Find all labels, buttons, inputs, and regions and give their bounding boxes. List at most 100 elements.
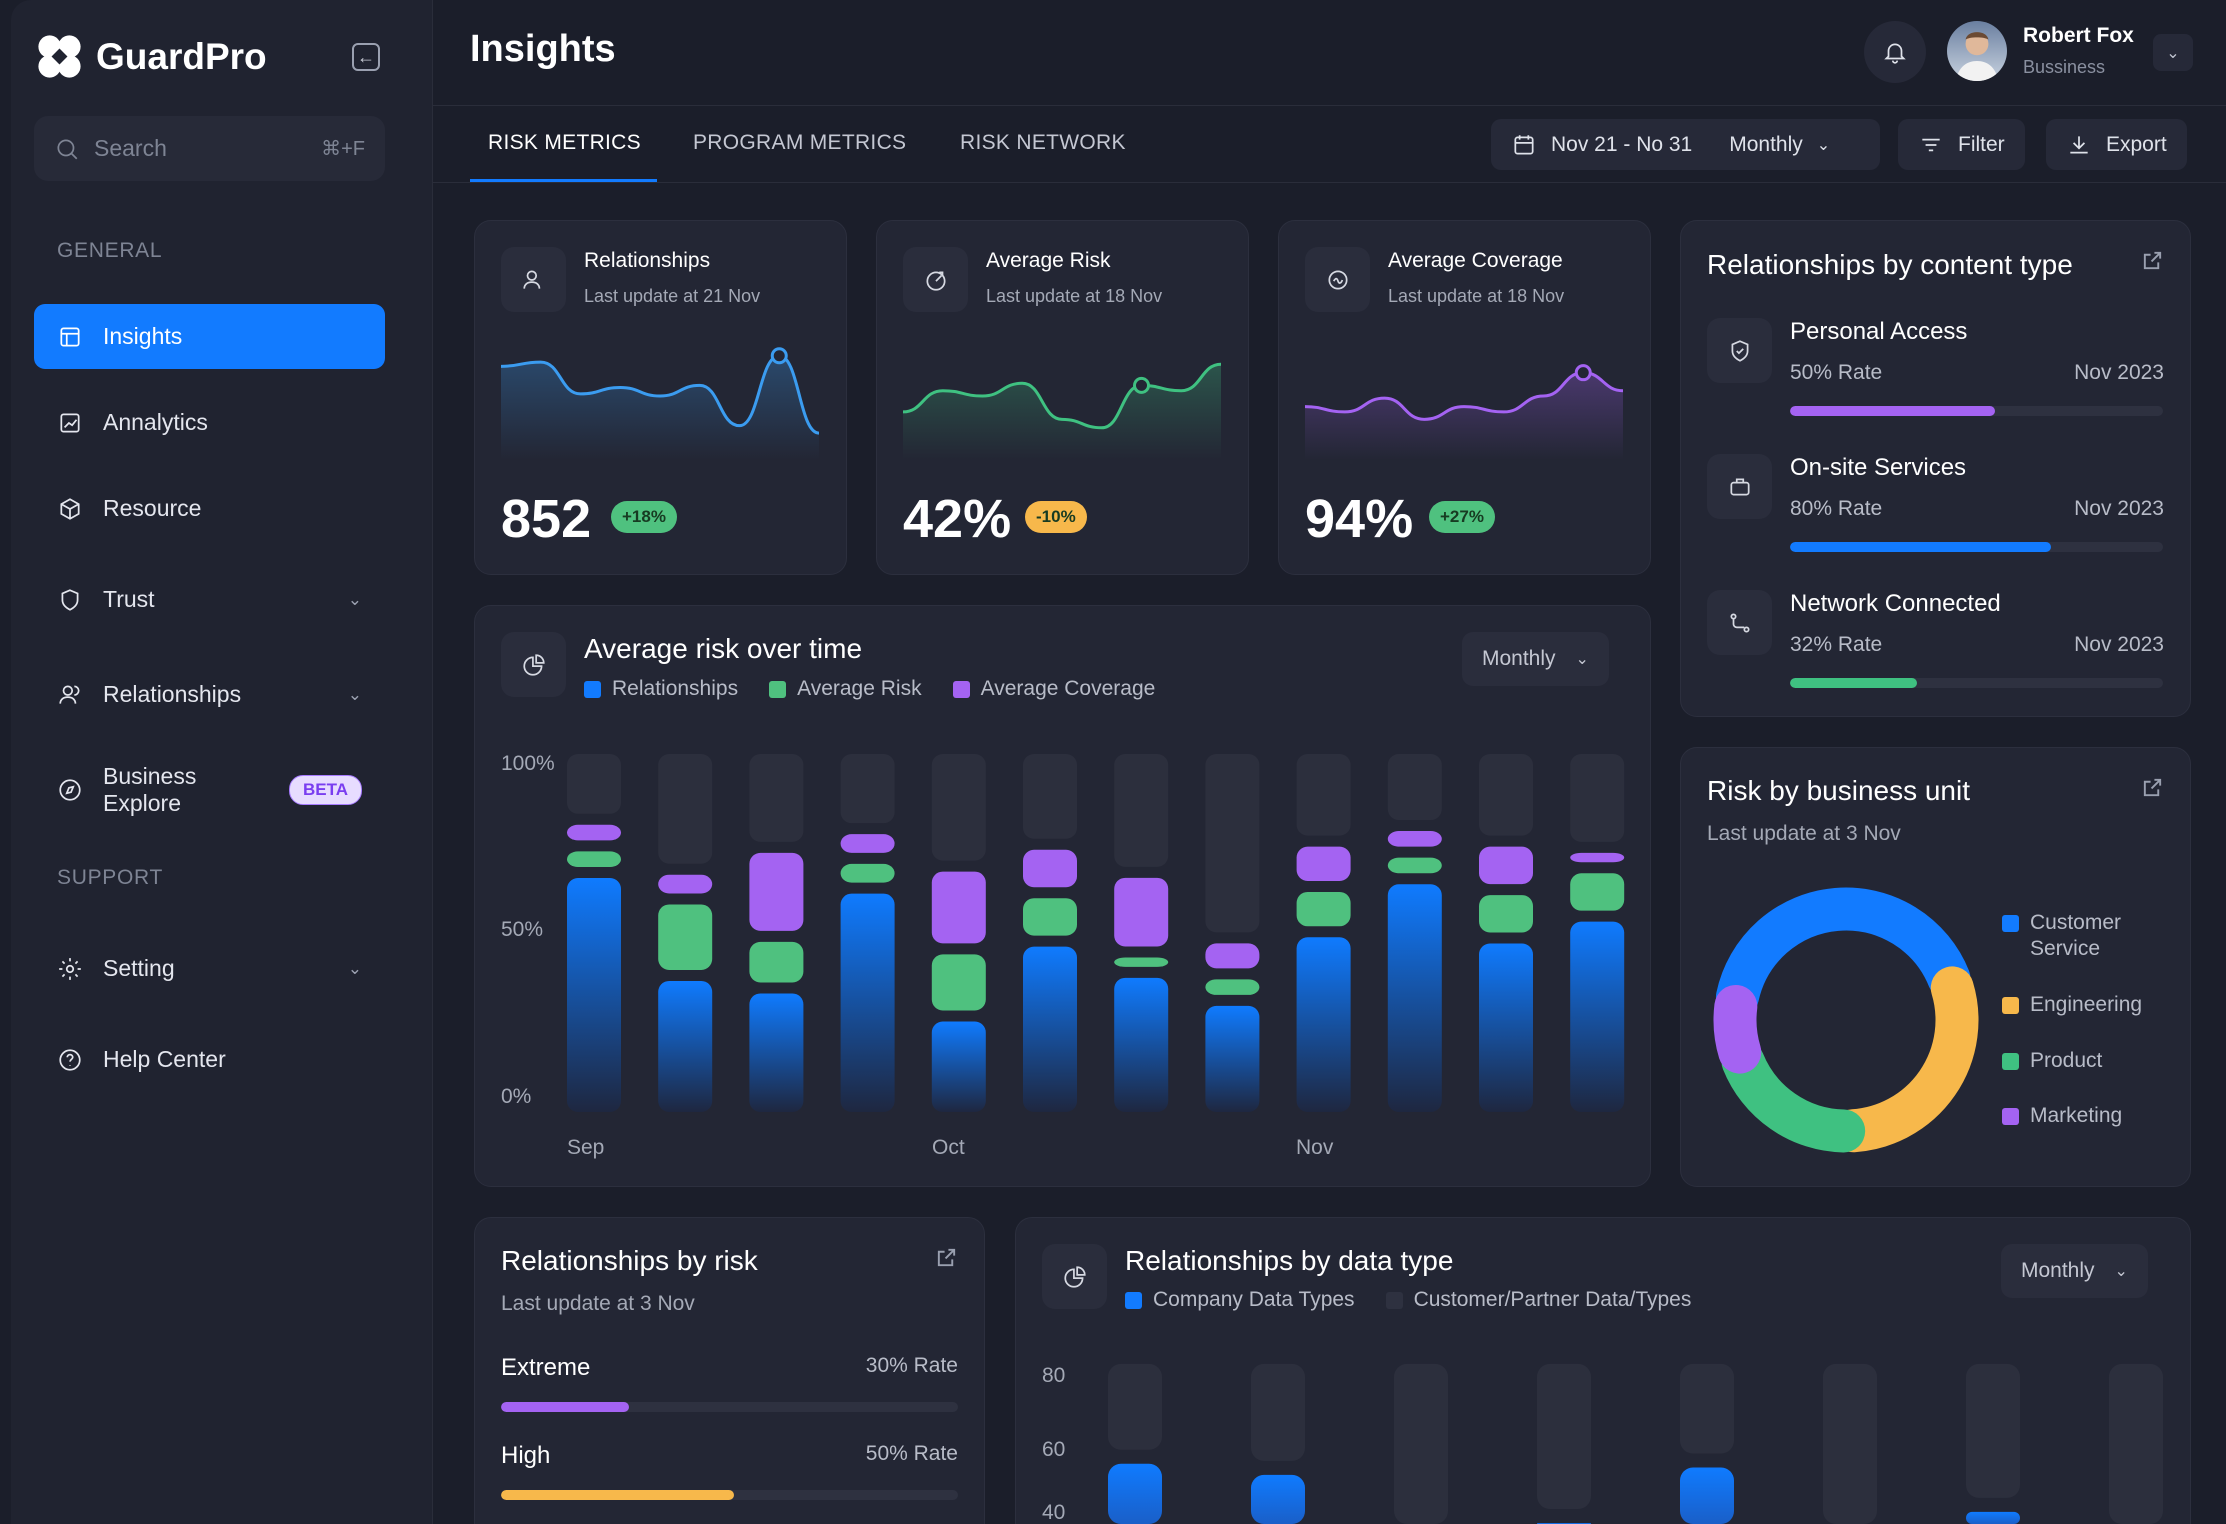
legend-swatch [2002, 997, 2019, 1014]
export-button[interactable]: Export [2046, 119, 2187, 170]
legend-swatch [1385, 1291, 1403, 1309]
legend-label: Customer/Partner Data/Types [1413, 1288, 1692, 1311]
user-name: Robert Fox [2023, 24, 2134, 47]
sidebar-item-insights[interactable]: Insights [34, 304, 385, 369]
bar-customer-partner [1251, 1363, 1305, 1461]
bar-customer-partner [1537, 1363, 1591, 1509]
user-menu-button[interactable]: ⌄ [2153, 34, 2193, 71]
legend-item: Company Data Types [1125, 1288, 1355, 1312]
chart-title: Average risk over time [584, 633, 863, 664]
x-tick: Oct [932, 1136, 965, 1159]
legend-item: Engineering [2002, 992, 2187, 1018]
bar-chart [567, 754, 1625, 1112]
external-link-icon[interactable] [2141, 249, 2164, 272]
bar-remainder [658, 754, 713, 864]
bar-average-coverage [1479, 846, 1533, 885]
filter-icon [1918, 132, 1944, 158]
divider [433, 182, 2226, 183]
period-select[interactable]: Monthly [1729, 132, 1803, 156]
section-support: SUPPORT [57, 866, 164, 889]
bar-average-coverage [931, 871, 986, 944]
bar-company [1966, 1511, 2020, 1524]
bar-remainder [840, 754, 895, 824]
data-type-chart-card: Relationships by data type Company Data … [1015, 1217, 2191, 1524]
tab-program-metrics[interactable]: PROGRAM METRICS [693, 131, 907, 154]
y-tick: 80 [1042, 1364, 1066, 1387]
chevron-down-icon: ⌄ [347, 589, 362, 609]
external-link-icon[interactable] [935, 1246, 958, 1269]
x-tick: Sep [567, 1136, 605, 1159]
notifications-button[interactable] [1864, 21, 1926, 83]
users-icon [57, 682, 83, 708]
legend-item: Average Coverage [952, 677, 1155, 701]
bar-chart [1108, 1363, 2163, 1524]
sidebar-item-label: Help Center [103, 1046, 226, 1072]
sidebar-item-label: Resource [103, 495, 202, 521]
sparkline-area [501, 355, 819, 460]
external-link-icon[interactable] [2141, 776, 2164, 799]
filter-button[interactable]: Filter [1898, 119, 2025, 170]
tab-risk-network[interactable]: RISK NETWORK [960, 131, 1126, 154]
stat-subtitle: Last update at 18 Nov [986, 286, 1163, 306]
bar-remainder [931, 754, 986, 861]
bar-average-coverage [1387, 831, 1442, 847]
stat-card: Average Risk Last update at 18 Nov 42% -… [876, 220, 1249, 575]
divider [433, 105, 2226, 106]
bar-remainder [749, 754, 804, 842]
sidebar-item-business-explore[interactable]: Business Explore BETA [34, 757, 385, 822]
tab-risk-metrics[interactable]: RISK METRICS [488, 131, 641, 154]
risk-level-rate: 30% Rate [865, 1354, 958, 1377]
bar-relationships [1023, 946, 1077, 1112]
bar-remainder [1023, 754, 1077, 839]
date-range-picker[interactable]: Nov 21 - No 31 Monthly ⌄ [1491, 119, 1880, 170]
sparkline-line [1305, 371, 1623, 421]
bar-relationships [1296, 937, 1351, 1112]
stat-card: Relationships Last update at 21 Nov 852 … [474, 220, 847, 575]
sidebar-item-label: Trust [103, 586, 155, 612]
period-select[interactable]: Monthly ⌄ [1462, 632, 1609, 686]
bar-average-risk [931, 954, 986, 1011]
sidebar-item-relationships[interactable]: Relationships ⌄ [34, 662, 385, 727]
app-logo[interactable]: GuardPro [37, 34, 267, 79]
stat-value: 42% [903, 489, 1012, 549]
bar-average-coverage [658, 874, 713, 894]
page-title: Insights [470, 28, 616, 70]
x-tick: Nov [1296, 1136, 1334, 1159]
shield-check-icon [1707, 318, 1772, 383]
average-risk-chart-card: Average risk over time Relationships Ave… [474, 605, 1651, 1187]
avatar[interactable] [1947, 21, 2007, 81]
sidebar-item-resource[interactable]: Resource [34, 476, 385, 541]
cube-icon [57, 496, 83, 522]
legend-swatch [769, 680, 787, 698]
sidebar-item-trust[interactable]: Trust ⌄ [34, 567, 385, 632]
bar-average-risk [1023, 898, 1077, 936]
bar-average-coverage [749, 852, 804, 931]
content-type-name: Personal Access [1790, 318, 1968, 345]
bar-average-risk [1570, 873, 1625, 911]
coverage-icon [1305, 247, 1370, 312]
progress-fill [1790, 678, 1917, 688]
sidebar-item-setting[interactable]: Setting ⌄ [34, 936, 385, 1001]
download-icon [2066, 132, 2092, 158]
legend-item: Average Risk [769, 677, 922, 701]
collapse-sidebar-button[interactable]: ← [352, 43, 380, 71]
legend-item: Customer/Partner Data/Types [1385, 1288, 1692, 1312]
content-type-rate: 80% Rate [1790, 497, 1883, 520]
search-input[interactable]: Search ⌘+F [34, 116, 385, 181]
sidebar-item-help-center[interactable]: Help Center [34, 1027, 385, 1092]
chevron-down-icon: ⌄ [1575, 651, 1589, 668]
bar-customer-partner [1966, 1363, 2020, 1498]
section-general: GENERAL [57, 239, 163, 262]
legend-item: Product [2002, 1048, 2187, 1074]
stat-change-badge: +27% [1429, 501, 1495, 533]
chevron-down-icon: ⌄ [347, 684, 362, 704]
bar-relationships [1570, 921, 1625, 1112]
content-type-name: On-site Services [1790, 454, 1967, 481]
progress-fill [1790, 406, 1996, 416]
sidebar-item-analytics[interactable]: Annalytics [34, 390, 385, 455]
period-select[interactable]: Monthly ⌄ [2001, 1244, 2148, 1298]
chevron-down-icon: ⌄ [1816, 136, 1831, 154]
chevron-down-icon: ⌄ [347, 958, 362, 978]
stat-subtitle: Last update at 18 Nov [1388, 286, 1565, 306]
bar-relationships [1114, 977, 1169, 1112]
